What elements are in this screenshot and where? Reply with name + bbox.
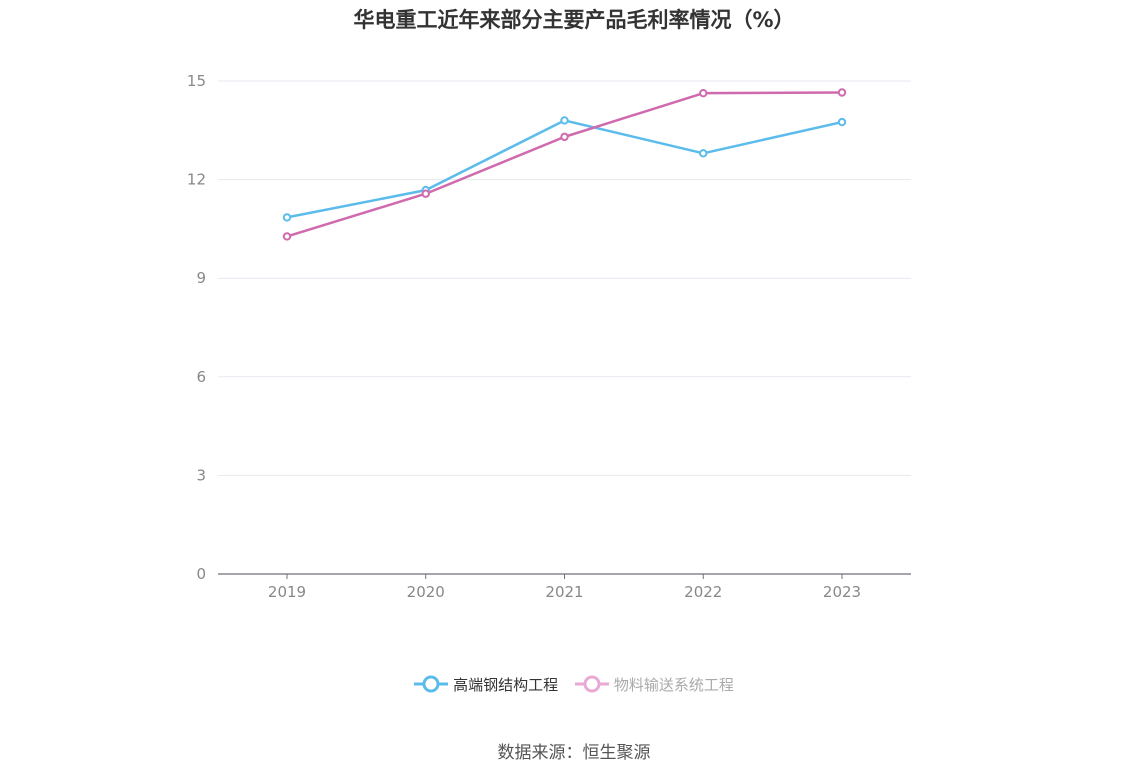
y-tick-label-5: 15 (187, 72, 206, 90)
series-1-point-2021 (560, 116, 569, 125)
series-2-point-2021 (560, 132, 569, 142)
x-axis: 2019 2020 2021 2022 2023 (218, 573, 911, 601)
series-1-point-2022 (699, 149, 708, 158)
legend-item-series-1[interactable]: 高端钢结构工程 (414, 672, 558, 696)
y-tick-label-4: 12 (187, 171, 206, 189)
line-chart: 0 3 6 9 12 15 2019 2020 2021 2022 2023 (187, 72, 911, 601)
x-tick-label-2019: 2019 (268, 583, 306, 601)
legend-label-series-1: 高端钢结构工程 (453, 675, 559, 694)
y-tick-label-1: 3 (196, 466, 206, 484)
data-source: 数据来源：恒生聚源 (497, 743, 651, 763)
y-tick-label-0: 0 (196, 565, 206, 583)
legend-marker-series-1 (414, 675, 449, 693)
chart-title: 华电重工近年来部分主要产品毛利率情况（%） (353, 8, 795, 32)
chart-legend: 高端钢结构工程 物料输送系统工程 (0, 672, 1148, 700)
legend-label-series-2: 物料输送系统工程 (613, 675, 734, 694)
series-2-point-2019 (282, 232, 292, 241)
series-1-point-2019 (282, 213, 292, 222)
x-tick-label-2023: 2023 (823, 583, 861, 601)
series-group (282, 88, 847, 241)
y-tick-label-3: 9 (196, 269, 206, 287)
y-axis-ticks: 0 3 6 9 12 15 (187, 72, 206, 583)
series-1-point-2023 (837, 117, 847, 127)
x-tick-label-2020: 2020 (407, 583, 445, 601)
series-2-point-2022 (699, 88, 708, 98)
legend-marker-series-2 (574, 675, 609, 693)
y-tick-label-2: 6 (196, 368, 206, 386)
x-tick-label-2021: 2021 (545, 583, 583, 601)
series-2-point-2023 (837, 88, 847, 97)
x-tick-label-2022: 2022 (684, 583, 722, 601)
legend-item-series-2[interactable]: 物料输送系统工程 (574, 672, 734, 696)
series-line-2 (286, 91, 843, 238)
grid-lines (218, 80, 911, 476)
series-2-point-2020 (421, 189, 430, 198)
